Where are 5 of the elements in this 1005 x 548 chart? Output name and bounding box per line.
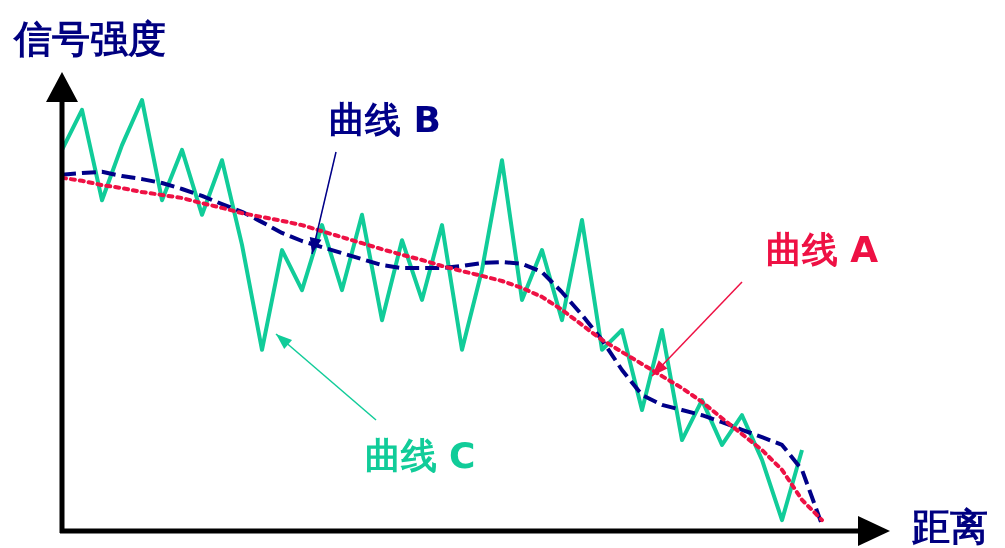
text: 曲线 A [765, 229, 879, 270]
x-axis-title: 距离 [911, 505, 988, 548]
text: 曲线 B [329, 99, 441, 140]
text: 曲线 C [364, 435, 476, 476]
y-axis-title: 信号强度 [12, 17, 166, 61]
